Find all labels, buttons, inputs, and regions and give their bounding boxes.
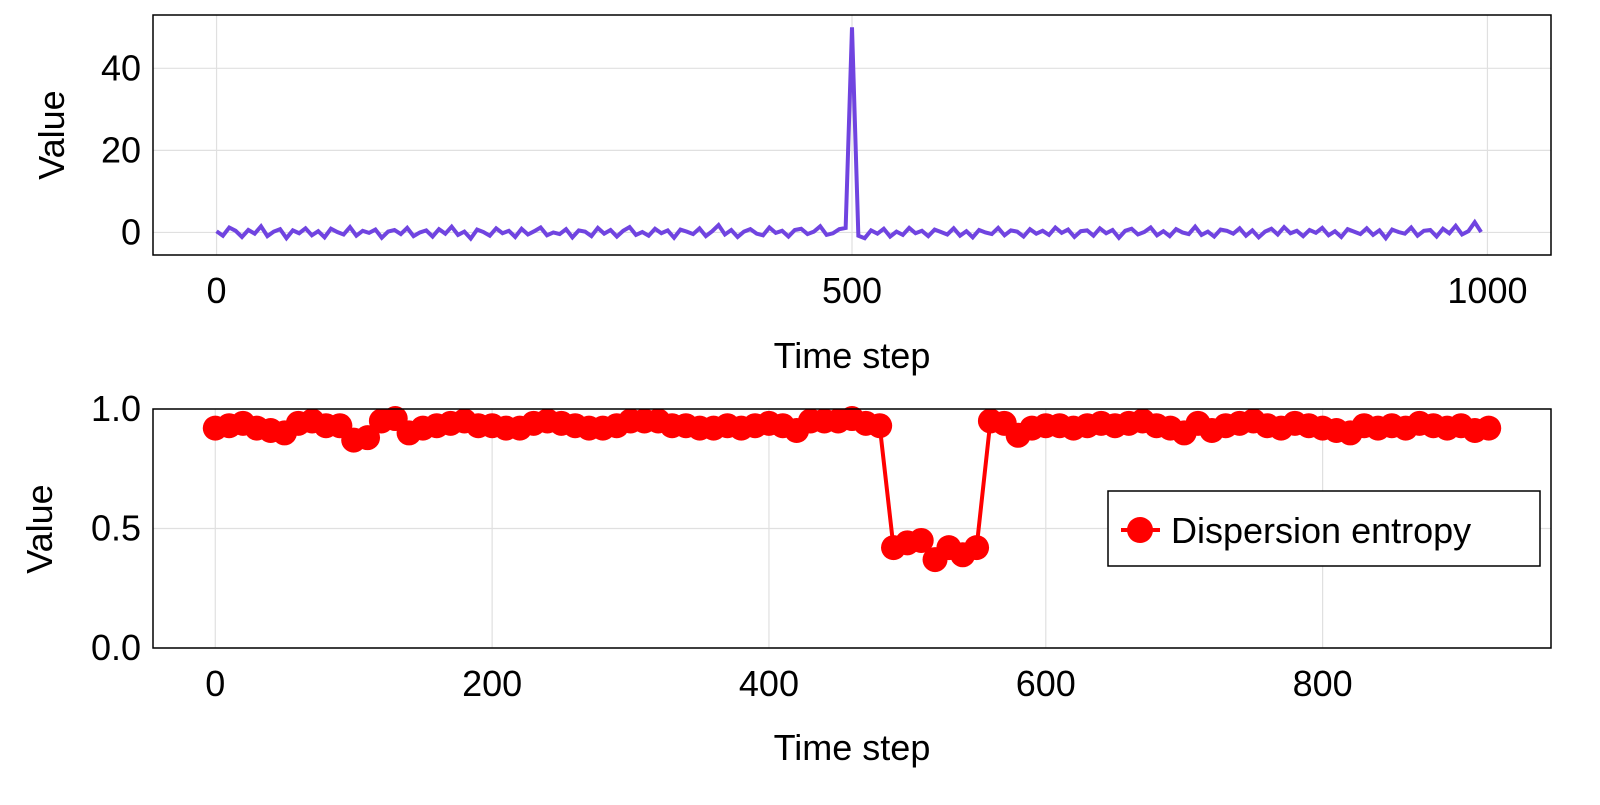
bottom-x-tick-label: 600	[1016, 663, 1076, 704]
top-x-tick-label: 0	[207, 270, 227, 311]
bottom-y-tick-label: 0.0	[91, 627, 141, 668]
top-tick-labels: 0 500 1000 0 20 40	[101, 47, 1528, 311]
bottom-x-tick-label: 0	[205, 663, 225, 704]
legend-label: Dispersion entropy	[1171, 510, 1471, 551]
top-plot-frame	[152, 14, 1552, 256]
top-y-tick-label: 20	[101, 129, 141, 170]
top-y-axis-label: Value	[31, 90, 72, 179]
bottom-data-point	[355, 425, 381, 451]
bottom-y-tick-label: 0.5	[91, 508, 141, 549]
bottom-data-point	[1476, 415, 1502, 441]
top-x-tick-label: 500	[822, 270, 882, 311]
top-x-axis-label: Time step	[774, 335, 931, 376]
bottom-x-tick-label: 200	[462, 663, 522, 704]
bottom-y-axis-label: Value	[19, 484, 60, 573]
bottom-data-point	[964, 535, 990, 561]
bottom-tick-labels: 0 200 400 600 800 0.0 0.5 1.0	[91, 388, 1353, 704]
top-y-tick-label: 40	[101, 47, 141, 88]
bottom-y-tick-label: 1.0	[91, 388, 141, 429]
legend-marker-swatch	[1127, 517, 1153, 543]
bottom-data-point	[867, 413, 893, 439]
bottom-x-tick-label: 400	[739, 663, 799, 704]
legend: Dispersion entropy	[1107, 490, 1541, 567]
top-y-tick-label: 0	[121, 211, 141, 252]
bottom-series	[202, 406, 1502, 573]
top-chart: 0 500 1000 0 20 40 Time step Value	[31, 14, 1552, 376]
bottom-x-axis-label: Time step	[774, 727, 931, 768]
legend-box	[1107, 490, 1541, 567]
top-series	[215, 27, 1483, 242]
bottom-plot-frame	[152, 408, 1552, 649]
top-x-tick-label: 1000	[1447, 270, 1527, 311]
bottom-chart: 0 200 400 600 800 0.0 0.5 1.0 Time step Value D…	[19, 388, 1552, 768]
bottom-x-tick-label: 800	[1293, 663, 1353, 704]
bottom-data-point	[908, 527, 934, 553]
top-series-line	[215, 27, 1483, 242]
